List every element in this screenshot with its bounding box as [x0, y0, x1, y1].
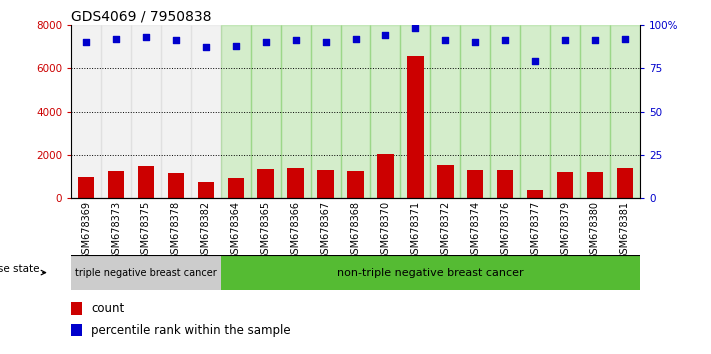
Point: [170, 38, 181, 43]
Bar: [610, 25, 640, 198]
Bar: [587, 172, 603, 198]
Bar: [257, 169, 274, 198]
Bar: [161, 25, 191, 198]
Point: [560, 38, 571, 43]
Bar: [370, 25, 400, 198]
Point: [320, 39, 331, 45]
Point: [110, 36, 122, 41]
Bar: [251, 25, 281, 198]
Bar: [430, 25, 460, 198]
Bar: [460, 25, 490, 198]
Bar: [347, 171, 364, 198]
Point: [619, 36, 631, 41]
Point: [80, 39, 92, 45]
Bar: [71, 255, 221, 290]
Point: [589, 38, 601, 43]
Bar: [400, 25, 430, 198]
Bar: [281, 25, 311, 198]
Point: [410, 25, 421, 31]
Bar: [71, 324, 82, 336]
Bar: [341, 25, 370, 198]
Point: [380, 32, 391, 38]
Bar: [191, 25, 221, 198]
Bar: [221, 25, 251, 198]
Bar: [527, 190, 543, 198]
Text: triple negative breast cancer: triple negative breast cancer: [75, 268, 217, 278]
Bar: [71, 302, 82, 315]
Bar: [497, 171, 513, 198]
Bar: [287, 168, 304, 198]
Bar: [467, 171, 483, 198]
Point: [350, 36, 361, 41]
Bar: [221, 255, 640, 290]
Point: [200, 45, 211, 50]
Bar: [71, 25, 101, 198]
Point: [439, 38, 451, 43]
Point: [260, 39, 272, 45]
Point: [500, 38, 511, 43]
Bar: [311, 25, 341, 198]
Bar: [378, 154, 394, 198]
Text: disease state: disease state: [0, 264, 39, 274]
Bar: [490, 25, 520, 198]
Bar: [228, 178, 244, 198]
Bar: [407, 56, 424, 198]
Bar: [557, 172, 573, 198]
Bar: [77, 177, 95, 198]
Bar: [131, 25, 161, 198]
Bar: [550, 25, 580, 198]
Bar: [168, 173, 184, 198]
Text: non-triple negative breast cancer: non-triple negative breast cancer: [337, 268, 524, 278]
Point: [530, 58, 541, 64]
Text: GDS4069 / 7950838: GDS4069 / 7950838: [71, 10, 212, 24]
Text: count: count: [91, 302, 124, 315]
Point: [230, 43, 242, 48]
Bar: [616, 168, 634, 198]
Point: [469, 39, 481, 45]
Text: percentile rank within the sample: percentile rank within the sample: [91, 324, 291, 337]
Bar: [317, 170, 333, 198]
Bar: [101, 25, 131, 198]
Bar: [138, 166, 154, 198]
Point: [140, 34, 151, 40]
Point: [290, 38, 301, 43]
Bar: [580, 25, 610, 198]
Bar: [520, 25, 550, 198]
Bar: [108, 171, 124, 198]
Bar: [198, 182, 214, 198]
Bar: [437, 165, 454, 198]
